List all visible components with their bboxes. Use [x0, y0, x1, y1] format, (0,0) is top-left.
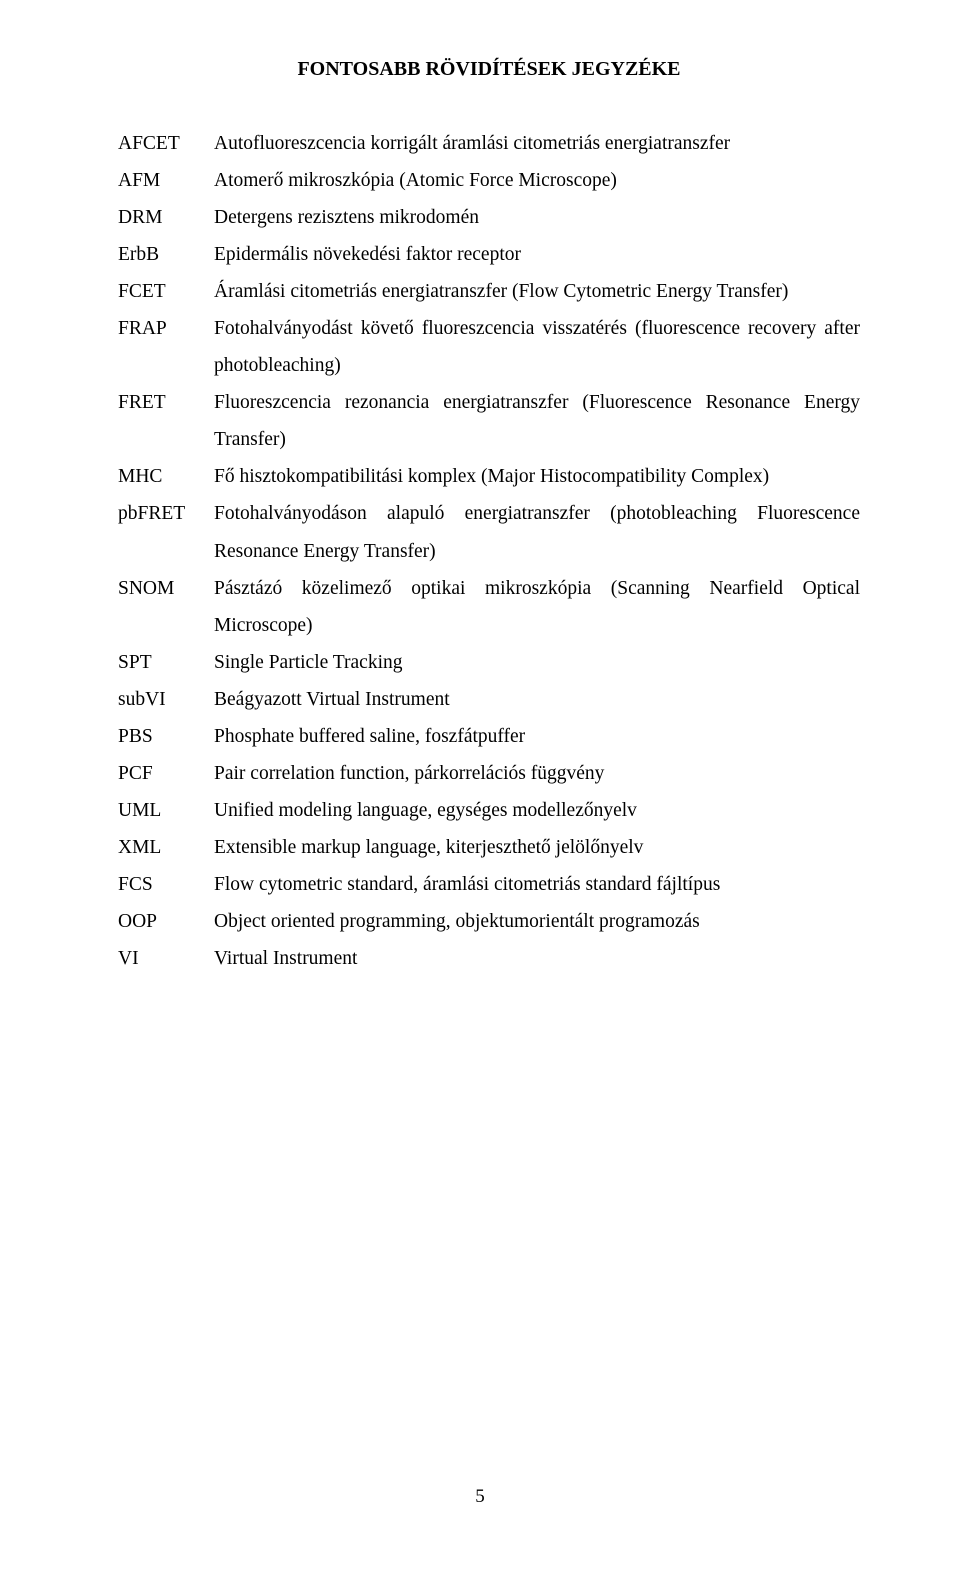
abbreviation-entry: pbFRETFotohalványodáson alapuló energiat…: [118, 495, 860, 569]
abbreviation-entry: FRETFluoreszcencia rezonancia energiatra…: [118, 384, 860, 458]
abbreviation-term: PCF: [118, 755, 214, 792]
abbreviation-definition: Epidermális növekedési faktor receptor: [214, 236, 860, 273]
abbreviation-definition: Unified modeling language, egységes mode…: [214, 792, 860, 829]
abbreviation-definition: Fő hisztokompatibilitási komplex (Major …: [214, 458, 860, 495]
abbreviation-definition: Áramlási citometriás energiatranszfer (F…: [214, 273, 860, 310]
abbreviation-entry: FCETÁramlási citometriás energiatranszfe…: [118, 273, 860, 310]
abbreviation-entry: DRMDetergens rezisztens mikrodomén: [118, 199, 860, 236]
abbreviation-definition: Single Particle Tracking: [214, 644, 860, 681]
abbreviation-definition: Detergens rezisztens mikrodomén: [214, 199, 860, 236]
abbreviation-entry: subVIBeágyazott Virtual Instrument: [118, 681, 860, 718]
abbreviation-definition: Autofluoreszcencia korrigált áramlási ci…: [214, 125, 860, 162]
abbreviation-definition: Phosphate buffered saline, foszfátpuffer: [214, 718, 860, 755]
abbreviation-term: FRAP: [118, 310, 214, 384]
abbreviation-definition: Atomerő mikroszkópia (Atomic Force Micro…: [214, 162, 860, 199]
abbreviation-term: FCET: [118, 273, 214, 310]
abbreviation-term: FRET: [118, 384, 214, 458]
abbreviation-term: DRM: [118, 199, 214, 236]
abbreviation-entry: PCFPair correlation function, párkorrelá…: [118, 755, 860, 792]
abbreviation-entry: SNOMPásztázó közelimező optikai mikroszk…: [118, 570, 860, 644]
abbreviation-term: MHC: [118, 458, 214, 495]
abbreviation-term: pbFRET: [118, 495, 214, 569]
abbreviation-term: PBS: [118, 718, 214, 755]
abbreviation-term: SPT: [118, 644, 214, 681]
abbreviation-entry: PBSPhosphate buffered saline, foszfátpuf…: [118, 718, 860, 755]
abbreviation-definition: Flow cytometric standard, áramlási citom…: [214, 866, 860, 903]
abbreviation-list: AFCETAutofluoreszcencia korrigált áramlá…: [118, 125, 860, 977]
abbreviation-definition: Fluoreszcencia rezonancia energiatranszf…: [214, 384, 860, 458]
abbreviation-term: OOP: [118, 903, 214, 940]
abbreviation-term: SNOM: [118, 570, 214, 644]
abbreviation-definition: Virtual Instrument: [214, 940, 860, 977]
abbreviation-term: XML: [118, 829, 214, 866]
abbreviation-definition: Object oriented programming, objektumori…: [214, 903, 860, 940]
abbreviation-entry: AFCETAutofluoreszcencia korrigált áramlá…: [118, 125, 860, 162]
abbreviation-term: FCS: [118, 866, 214, 903]
page-title: FONTOSABB RÖVIDÍTÉSEK JEGYZÉKE: [118, 58, 860, 81]
abbreviation-entry: AFMAtomerő mikroszkópia (Atomic Force Mi…: [118, 162, 860, 199]
abbreviation-entry: FRAPFotohalványodást követő fluoreszcenc…: [118, 310, 860, 384]
abbreviation-entry: UMLUnified modeling language, egységes m…: [118, 792, 860, 829]
abbreviation-term: ErbB: [118, 236, 214, 273]
abbreviation-definition: Pásztázó közelimező optikai mikroszkópia…: [214, 570, 860, 644]
abbreviation-entry: VIVirtual Instrument: [118, 940, 860, 977]
abbreviation-definition: Beágyazott Virtual Instrument: [214, 681, 860, 718]
abbreviation-definition: Fotohalványodást követő fluoreszcencia v…: [214, 310, 860, 384]
abbreviation-term: AFM: [118, 162, 214, 199]
abbreviation-entry: XMLExtensible markup language, kiterjesz…: [118, 829, 860, 866]
abbreviation-term: subVI: [118, 681, 214, 718]
abbreviation-definition: Pair correlation function, párkorreláció…: [214, 755, 860, 792]
abbreviation-definition: Fotohalványodáson alapuló energiatranszf…: [214, 495, 860, 569]
abbreviation-entry: SPTSingle Particle Tracking: [118, 644, 860, 681]
abbreviation-definition: Extensible markup language, kiterjeszthe…: [214, 829, 860, 866]
page-number: 5: [0, 1486, 960, 1508]
abbreviation-term: VI: [118, 940, 214, 977]
abbreviation-term: AFCET: [118, 125, 214, 162]
abbreviation-entry: OOPObject oriented programming, objektum…: [118, 903, 860, 940]
abbreviation-entry: ErbBEpidermális növekedési faktor recept…: [118, 236, 860, 273]
abbreviation-entry: MHCFő hisztokompatibilitási komplex (Maj…: [118, 458, 860, 495]
abbreviation-term: UML: [118, 792, 214, 829]
abbreviation-entry: FCSFlow cytometric standard, áramlási ci…: [118, 866, 860, 903]
